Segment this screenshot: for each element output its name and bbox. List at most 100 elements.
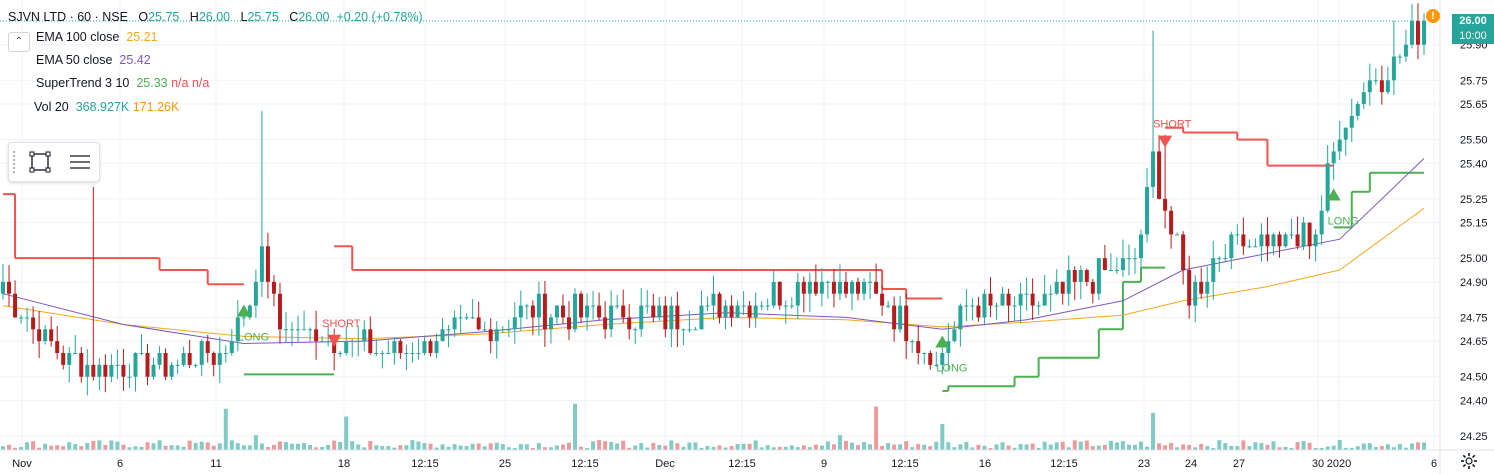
alert-icon[interactable]: ! xyxy=(1426,9,1440,23)
candle-body xyxy=(1283,234,1288,247)
indicator-ema50[interactable]: EMA 50 close 25.42 xyxy=(36,53,151,67)
candle-body xyxy=(952,329,957,342)
volume-bar xyxy=(1373,447,1378,450)
volume-bar xyxy=(615,443,620,450)
indicator-name: SuperTrend 3 10 xyxy=(36,76,130,90)
drag-handle-icon[interactable] xyxy=(13,151,17,173)
candle-body xyxy=(982,293,987,318)
candle-body xyxy=(1145,187,1150,235)
signals: LONG SHORT LONG SHORT LONG xyxy=(236,119,1359,375)
candle-body xyxy=(958,305,963,330)
volume-bar xyxy=(121,444,126,450)
candle-body xyxy=(940,353,945,365)
volume-bar xyxy=(1066,447,1071,450)
candle-body xyxy=(1024,293,1029,295)
volume-bar xyxy=(187,440,192,450)
volume-bar xyxy=(783,446,788,450)
volume-bar xyxy=(1295,442,1300,450)
candle-body xyxy=(693,329,698,331)
candle-body xyxy=(308,329,313,331)
candle-body xyxy=(1163,198,1168,211)
volume-bar xyxy=(705,446,710,450)
candle-body xyxy=(916,341,921,353)
volume-bar xyxy=(1030,443,1035,450)
short-signal-arrow xyxy=(1158,135,1173,148)
indicator-volume[interactable]: Vol 20 368.927K 171.26K xyxy=(34,100,179,114)
candle-body xyxy=(831,281,836,294)
candle-body xyxy=(669,305,674,330)
volume-bar xyxy=(1283,446,1288,450)
volume-bar xyxy=(350,441,355,450)
volume-bar xyxy=(290,443,295,450)
volume-bar xyxy=(693,442,698,450)
volume-bar xyxy=(633,445,638,450)
long-signal-arrow xyxy=(1326,188,1341,201)
candle-body xyxy=(530,305,535,318)
candle-body xyxy=(1373,80,1378,82)
candle-body xyxy=(994,305,999,307)
volume-bar xyxy=(904,441,909,450)
candle-body xyxy=(356,341,361,343)
candle-body xyxy=(1151,151,1156,187)
indicator-ema100[interactable]: EMA 100 close 25.21 xyxy=(36,30,158,44)
indicator-name: EMA 100 close xyxy=(36,30,120,44)
candle-body xyxy=(283,329,288,331)
candle-body xyxy=(259,246,264,282)
drawing-toolbar xyxy=(8,142,100,182)
rectangle-tool-icon[interactable] xyxy=(27,149,53,175)
indicator-supertrend[interactable]: SuperTrend 3 10 25.33 n/a n/a xyxy=(36,76,209,90)
volume-bar xyxy=(723,447,728,450)
candle-body xyxy=(139,353,144,354)
candle-body xyxy=(97,364,102,377)
time-tick-label: 6 xyxy=(1431,458,1437,470)
symbol-name[interactable]: SJVN LTD · 60 · NSE xyxy=(8,10,128,24)
candle-body xyxy=(837,281,842,294)
bar-countdown-tag: 10:00 xyxy=(1452,29,1494,44)
candle-body xyxy=(1169,210,1174,235)
candle-body xyxy=(1301,222,1306,247)
candle-body xyxy=(1102,258,1107,270)
candle-body xyxy=(1018,293,1023,306)
candle-body xyxy=(609,305,614,330)
candle-body xyxy=(687,329,692,331)
candle-body xyxy=(1307,222,1312,247)
volume-bar xyxy=(151,443,156,450)
gear-icon[interactable] xyxy=(1460,452,1478,470)
candle-body xyxy=(922,353,927,354)
candle-body xyxy=(988,293,993,306)
candle-body xyxy=(350,341,355,343)
lines-settings-icon[interactable] xyxy=(67,149,93,175)
volume-bar xyxy=(663,445,668,450)
volume-bar xyxy=(368,440,373,450)
collapse-legend-button[interactable]: ⌃ xyxy=(8,32,30,52)
volume-bar xyxy=(819,445,824,450)
volume-bar xyxy=(609,441,614,450)
volume-bar xyxy=(1349,447,1354,450)
volume-bar xyxy=(380,446,385,450)
candle-body xyxy=(482,329,487,331)
volume-bar xyxy=(103,444,108,450)
volume-bar xyxy=(621,440,626,450)
volume-bar xyxy=(283,442,288,450)
long-signal-label: LONG xyxy=(238,332,269,344)
candle-body xyxy=(657,305,662,318)
candle-body xyxy=(1060,281,1065,294)
candle-body xyxy=(1072,270,1077,282)
candle-body xyxy=(825,281,830,283)
candle-body xyxy=(747,305,752,318)
volume-bar xyxy=(55,445,60,450)
volume-bar xyxy=(813,444,818,450)
candle-body xyxy=(1385,80,1390,93)
volume-bar xyxy=(669,440,674,450)
volume-bar xyxy=(1235,446,1240,450)
volume-bar xyxy=(807,447,812,450)
time-tick-label: Dec xyxy=(655,458,675,470)
candle-body xyxy=(1090,281,1095,294)
candle-body xyxy=(470,317,475,319)
time-tick-label: 30 xyxy=(1312,458,1324,470)
volume-bar xyxy=(1385,444,1390,450)
candle-body xyxy=(579,293,584,318)
volume-bar xyxy=(1199,443,1204,450)
candle-body xyxy=(615,305,620,307)
